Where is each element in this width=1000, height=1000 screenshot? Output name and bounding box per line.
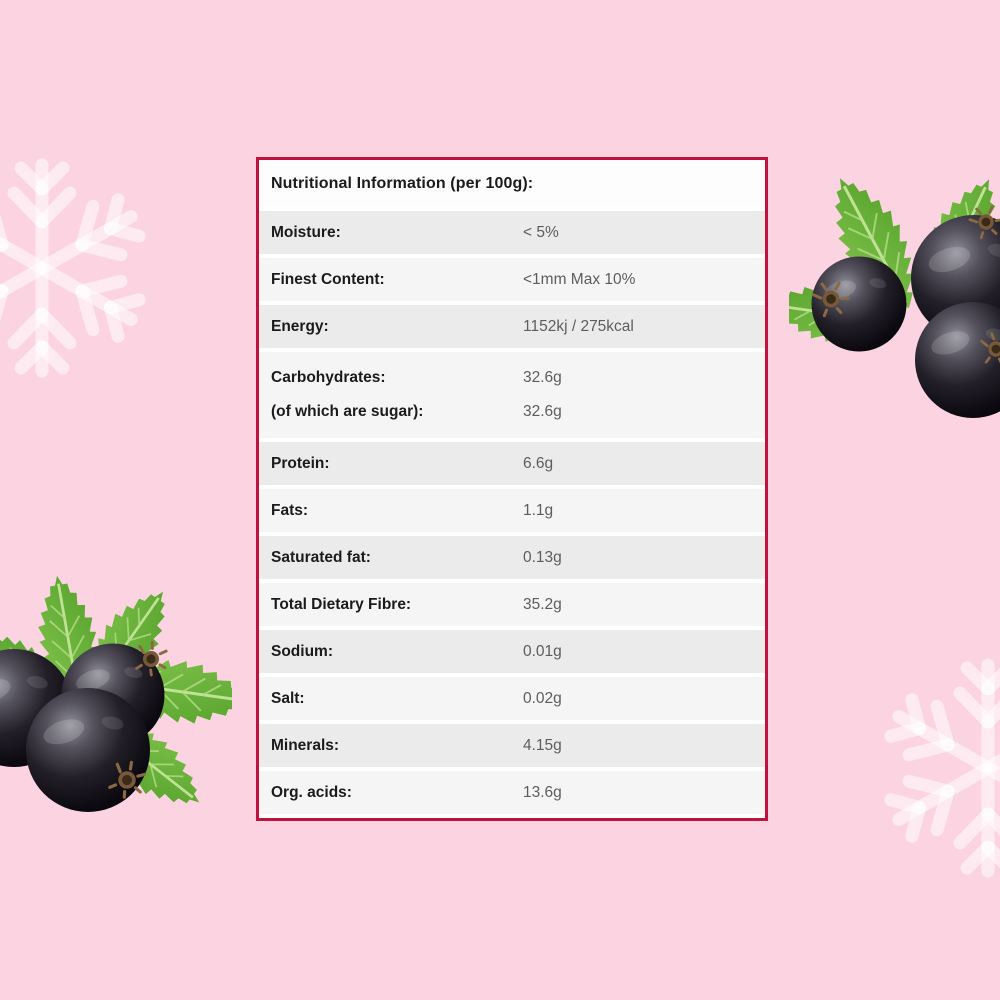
row-label: Finest Content: — [271, 270, 385, 288]
row-value: 0.02g — [523, 689, 562, 707]
table-row: Energy: 1152kj / 275kcal — [259, 305, 765, 348]
leaf-icon — [0, 569, 232, 826]
snowflake-icon — [0, 152, 158, 384]
berry-icon — [0, 637, 174, 812]
row-value: 32.6g — [523, 403, 562, 420]
row-label: Fats: — [271, 501, 309, 519]
row-label: Sodium: — [271, 642, 333, 660]
row-label: Energy: — [271, 317, 329, 335]
table-row: Moisture: < 5% — [259, 211, 765, 254]
row-value: <1mm Max 10% — [523, 270, 636, 288]
table-row: Sodium: 0.01g — [259, 630, 765, 673]
blackcurrant-cluster-icon — [0, 569, 232, 826]
table-row: Org. acids: 13.6g — [259, 771, 765, 814]
table-row: Finest Content: <1mm Max 10% — [259, 258, 765, 301]
table-row: Fats: 1.1g — [259, 489, 765, 532]
row-value: 32.6g — [523, 369, 562, 386]
row-value: 35.2g — [523, 595, 562, 613]
table-row: Total Dietary Fibre: 35.2g — [259, 583, 765, 626]
row-label: (of which are sugar): — [271, 403, 424, 420]
row-label: Carbohydrates: — [271, 369, 386, 386]
table-header: Nutritional Information (per 100g): — [259, 160, 765, 207]
row-label: Total Dietary Fibre: — [271, 595, 412, 613]
row-value: 1152kj / 275kcal — [523, 317, 634, 335]
row-label: Minerals: — [271, 736, 340, 754]
row-label: Salt: — [271, 689, 305, 707]
table-row: Salt: 0.02g — [259, 677, 765, 720]
row-label: Moisture: — [271, 223, 341, 241]
row-value: 4.15g — [523, 736, 562, 754]
row-value: < 5% — [523, 223, 559, 241]
table-subrow: (of which are sugar): 32.6g — [259, 395, 765, 429]
row-label: Saturated fat: — [271, 548, 371, 566]
table-row: Protein: 6.6g — [259, 442, 765, 485]
row-value: 1.1g — [523, 501, 554, 519]
table-subrow: Carbohydrates: 32.6g — [259, 361, 765, 395]
row-value: 0.13g — [523, 548, 562, 566]
table-row: Saturated fat: 0.13g — [259, 536, 765, 579]
table-title: Nutritional Information (per 100g): — [271, 174, 534, 192]
row-value: 0.01g — [523, 642, 562, 660]
berry-icon — [810, 200, 1000, 418]
snowflake-icon — [872, 652, 1000, 884]
row-value: 13.6g — [523, 783, 562, 801]
nutrition-table: Nutritional Information (per 100g): Mois… — [256, 157, 768, 821]
row-value: 6.6g — [523, 454, 554, 472]
row-label: Org. acids: — [271, 783, 352, 801]
table-row: Minerals: 4.15g — [259, 724, 765, 767]
row-label: Protein: — [271, 454, 330, 472]
table-row: Carbohydrates: 32.6g (of which are sugar… — [259, 352, 765, 438]
blackcurrant-cluster-icon — [789, 162, 1000, 418]
leaf-icon — [789, 162, 1000, 353]
